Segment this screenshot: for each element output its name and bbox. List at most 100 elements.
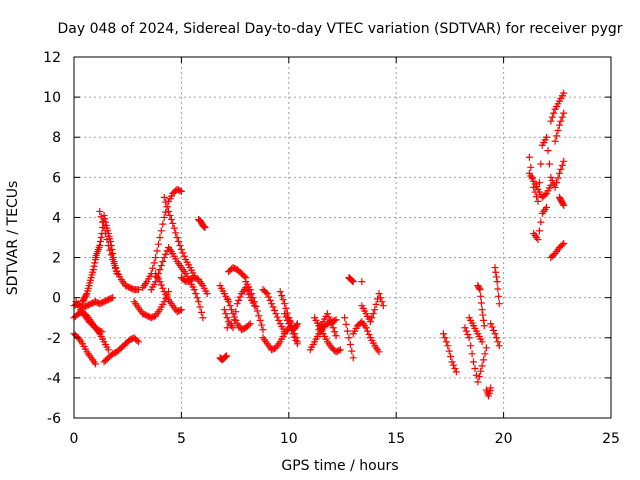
data-point xyxy=(341,314,349,322)
x-tick-labels: 0 5 10 15 20 25 xyxy=(70,431,620,447)
data-point xyxy=(266,296,274,304)
data-point xyxy=(226,302,234,310)
data-point xyxy=(444,342,452,350)
series-arc-39 xyxy=(491,264,503,308)
data-point xyxy=(221,353,229,361)
data-point xyxy=(441,334,449,342)
data-point xyxy=(90,262,98,270)
data-point xyxy=(349,278,357,286)
data-point xyxy=(159,220,167,228)
data-point xyxy=(480,316,488,324)
data-point xyxy=(525,153,533,161)
series-arc-03 xyxy=(70,330,99,368)
data-point xyxy=(495,292,503,300)
data-point xyxy=(160,213,168,221)
x-tick-label: 0 xyxy=(70,431,79,447)
series-arc-40 xyxy=(525,169,555,201)
x-tick-label: 15 xyxy=(387,431,405,447)
data-point xyxy=(528,173,536,181)
data-point xyxy=(98,328,106,336)
data-point xyxy=(160,193,168,201)
data-point xyxy=(177,187,185,195)
data-point xyxy=(103,236,111,244)
data-point xyxy=(376,294,384,302)
y-tick-label: 0 xyxy=(52,291,61,307)
data-point xyxy=(495,342,503,350)
data-point xyxy=(332,316,340,324)
data-point xyxy=(255,312,263,320)
data-point xyxy=(478,362,486,370)
data-point xyxy=(344,327,352,335)
data-point xyxy=(541,191,549,199)
data-point xyxy=(96,238,104,246)
x-tick-label: 20 xyxy=(495,431,513,447)
data-point xyxy=(442,338,450,346)
data-point xyxy=(345,334,353,342)
data-point xyxy=(190,286,198,294)
series-arc-07 xyxy=(96,207,142,294)
data-point xyxy=(291,333,299,341)
grid-lines xyxy=(74,57,611,418)
data-point xyxy=(100,223,108,231)
data-point xyxy=(553,132,561,140)
data-point xyxy=(154,240,162,248)
data-point xyxy=(272,310,280,318)
series-arc-42 xyxy=(525,133,568,205)
data-point xyxy=(223,352,231,360)
data-point xyxy=(550,109,558,117)
data-point xyxy=(163,203,171,211)
data-point xyxy=(96,327,104,335)
data-point xyxy=(328,320,336,328)
y-tick-label: 4 xyxy=(52,210,61,226)
data-point xyxy=(157,227,165,235)
data-point xyxy=(551,137,559,145)
data-point xyxy=(479,311,487,319)
data-point xyxy=(203,290,211,298)
series-arc-10 xyxy=(139,185,185,292)
series-arc-32 xyxy=(358,278,366,286)
data-point xyxy=(258,321,266,329)
data-point xyxy=(236,293,244,301)
data-point xyxy=(559,200,567,208)
y-tick-label: -6 xyxy=(47,411,61,427)
y-tick-label: 12 xyxy=(43,50,61,66)
data-point xyxy=(470,358,478,366)
data-point xyxy=(452,368,460,376)
data-point xyxy=(246,320,254,328)
data-point xyxy=(167,215,175,223)
data-point xyxy=(467,342,475,350)
data-point xyxy=(493,278,501,286)
data-point xyxy=(362,324,370,332)
data-point xyxy=(281,310,289,318)
data-point xyxy=(494,338,502,346)
data-point xyxy=(96,207,104,215)
data-point xyxy=(554,174,562,182)
data-point xyxy=(282,304,290,312)
data-point xyxy=(545,160,553,168)
data-point xyxy=(336,346,344,354)
data-point xyxy=(175,238,183,246)
data-point xyxy=(134,286,142,294)
data-point xyxy=(447,352,455,360)
series-arc-46 xyxy=(555,193,568,209)
data-point xyxy=(293,321,301,329)
data-point xyxy=(558,241,566,249)
data-point xyxy=(490,326,498,334)
data-point xyxy=(475,373,483,381)
data-point xyxy=(358,278,366,286)
data-point xyxy=(279,296,287,304)
data-point xyxy=(331,328,339,336)
data-point xyxy=(197,308,205,316)
data-point xyxy=(153,247,161,255)
data-point xyxy=(256,316,264,324)
data-point xyxy=(537,160,545,168)
data-point xyxy=(348,347,356,355)
data-point xyxy=(107,238,115,246)
data-point xyxy=(534,236,542,244)
series-arc-14 xyxy=(177,274,211,298)
axis-ticks xyxy=(73,56,612,419)
data-point xyxy=(223,314,231,322)
data-point xyxy=(159,258,167,266)
data-point xyxy=(535,179,543,187)
